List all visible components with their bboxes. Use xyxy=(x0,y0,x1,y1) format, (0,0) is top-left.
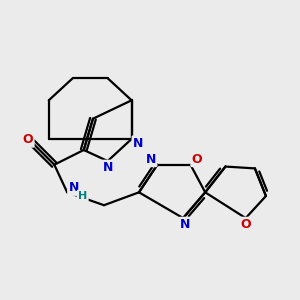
Text: O: O xyxy=(192,153,203,166)
Text: N: N xyxy=(103,161,113,174)
Text: N: N xyxy=(69,182,79,194)
Text: O: O xyxy=(22,133,33,146)
Text: N: N xyxy=(146,153,156,166)
Text: H: H xyxy=(78,191,87,201)
Text: N: N xyxy=(133,137,143,150)
Text: N: N xyxy=(180,218,190,231)
Text: O: O xyxy=(240,218,251,231)
